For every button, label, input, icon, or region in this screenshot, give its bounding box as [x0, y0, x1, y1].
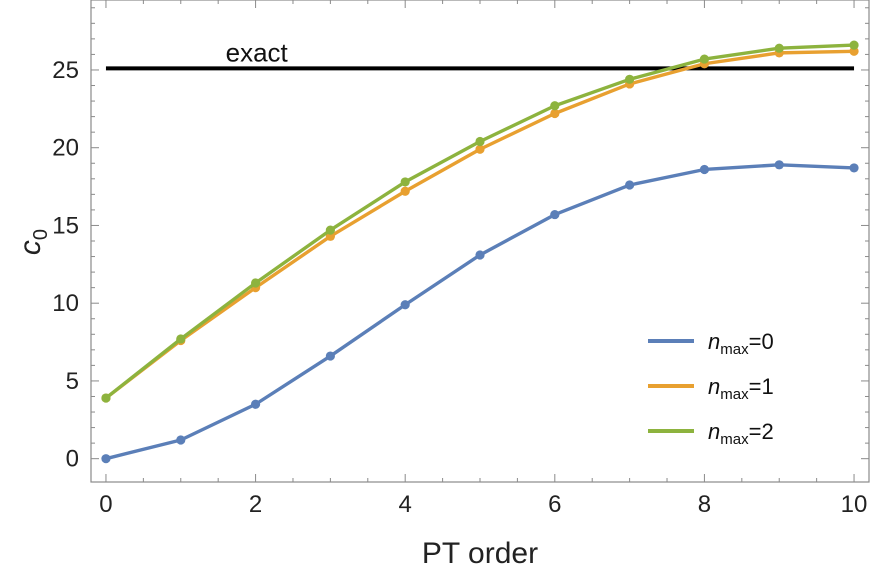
- x-tick-label: 6: [548, 491, 561, 518]
- y-tick-label: 0: [66, 446, 79, 473]
- data-point: [250, 399, 261, 409]
- y-tick-label: 25: [52, 57, 79, 84]
- y-axis-title-sub: 0: [30, 229, 52, 240]
- data-point: [400, 186, 410, 196]
- data-point: [176, 334, 186, 344]
- legend-label: nmax=0: [708, 329, 774, 358]
- y-axis-title: c0: [14, 229, 52, 255]
- plot-frame: [90, 0, 870, 483]
- legend-label-suffix: =2: [749, 419, 774, 444]
- data-point: [475, 144, 485, 154]
- data-point: [101, 454, 111, 464]
- tick-labels: 0 2 4 6 8 10 0 5 10 15 20 25: [52, 57, 867, 518]
- data-point: [325, 225, 335, 235]
- x-tick-label: 10: [841, 491, 868, 518]
- series-0: [101, 160, 859, 464]
- legend-label-sub: max: [720, 386, 749, 403]
- legend-label-sub: max: [720, 431, 749, 448]
- y-axis-title-base: c: [14, 240, 47, 255]
- x-tick-label: 0: [99, 491, 112, 518]
- data-point: [774, 43, 784, 53]
- x-axis-title: PT order: [422, 537, 538, 570]
- data-point: [101, 393, 111, 403]
- data-point: [699, 54, 710, 64]
- legend-label-base: n: [708, 329, 720, 354]
- data-point: [550, 108, 560, 119]
- data-point: [400, 177, 410, 187]
- series-2: [101, 40, 859, 403]
- legend-label: nmax=2: [708, 419, 774, 448]
- y-tick-label: 20: [52, 135, 79, 162]
- legend-label-suffix: =0: [749, 329, 774, 354]
- data-point: [849, 163, 859, 173]
- x-tick-label: 2: [249, 491, 262, 518]
- data-point: [325, 351, 335, 361]
- y-tick-label: 10: [52, 290, 79, 317]
- legend-label-base: n: [708, 419, 720, 444]
- data-point: [400, 300, 410, 310]
- data-point: [475, 250, 485, 260]
- legend-label-base: n: [708, 374, 720, 399]
- x-tick-label: 8: [698, 491, 711, 518]
- data-point: [176, 435, 186, 445]
- data-point: [625, 74, 635, 84]
- data-point: [625, 180, 635, 190]
- exact-label: exact: [226, 37, 289, 67]
- exact-reference: exact: [105, 37, 855, 71]
- y-tick-label: 5: [66, 368, 79, 395]
- data-point: [849, 40, 859, 50]
- legend-label-suffix: =1: [749, 374, 774, 399]
- data-point: [550, 101, 560, 111]
- legend-label: nmax=1: [708, 374, 774, 403]
- data-point: [550, 209, 560, 220]
- data-point: [699, 164, 710, 175]
- y-tick-label: 15: [52, 212, 79, 239]
- data-point: [250, 278, 261, 288]
- legend-label-sub: max: [720, 341, 749, 358]
- axis-ticks: [91, 0, 869, 482]
- series-layer: [101, 40, 859, 464]
- data-point: [774, 160, 784, 170]
- data-point: [475, 136, 485, 147]
- x-tick-label: 4: [399, 491, 412, 518]
